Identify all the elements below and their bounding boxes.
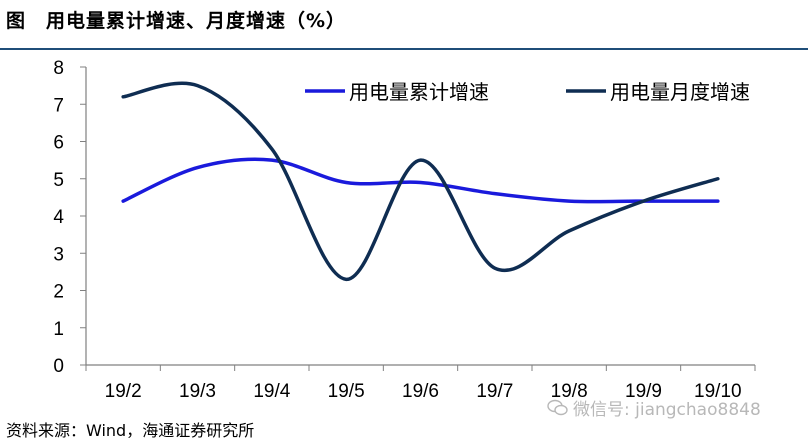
y-tick-label: 1 (53, 319, 64, 340)
watermark: 微信号: jiangchao8848 (547, 395, 761, 420)
line-chart: 0 1 2 3 4 5 6 7 8 19/2 19/3 19/4 19/5 19/6 19/7 19/8 19/… (53, 58, 756, 402)
wechat-icon (547, 399, 568, 415)
y-tick-label: 0 (53, 356, 64, 377)
x-tick-label: 19/10 (694, 381, 742, 402)
y-tick-label: 6 (53, 133, 64, 154)
y-tick-label: 8 (53, 58, 64, 79)
y-tick-label: 2 (53, 282, 64, 303)
x-tick-label: 19/7 (476, 381, 513, 402)
series-line-cumulative (121, 157, 720, 204)
y-tick-label: 5 (53, 170, 64, 191)
source-note: 资料来源：Wind，海通证券研究所 (6, 421, 255, 440)
y-tick-label: 7 (53, 95, 64, 116)
x-tick-label: 19/2 (105, 381, 142, 402)
series-line-monthly (121, 81, 720, 282)
x-tick-label: 19/5 (328, 381, 365, 402)
y-tick-label: 4 (53, 207, 64, 228)
watermark-text: 微信号: jiangchao8848 (573, 400, 761, 420)
title-divider (0, 48, 808, 50)
x-tick-label: 19/9 (625, 381, 662, 402)
legend-monthly-label: 用电量月度增速 (610, 80, 750, 104)
x-tick-label: 19/6 (402, 381, 439, 402)
legend-cumulative-label: 用电量累计增速 (349, 80, 489, 104)
x-tick-label: 19/8 (551, 381, 588, 402)
chart-title: 图 用电量累计增速、月度增速（%） (6, 10, 347, 32)
y-tick-label: 3 (53, 244, 64, 265)
x-tick-label: 19/4 (253, 381, 290, 402)
x-tick-label: 19/3 (179, 381, 216, 402)
